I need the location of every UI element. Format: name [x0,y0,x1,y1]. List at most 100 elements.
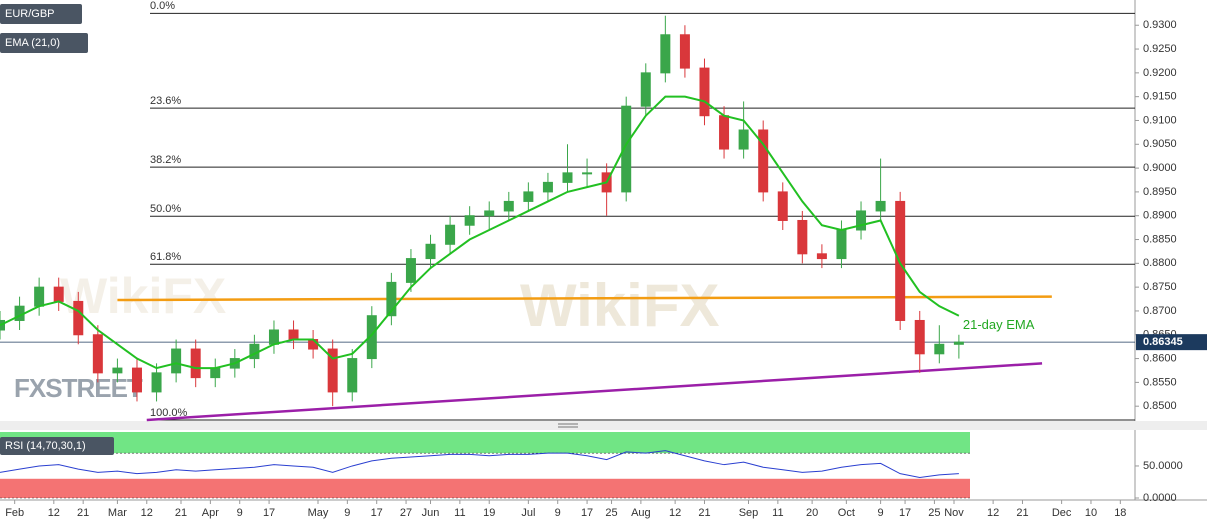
y-tick-label: 0.8800 [1143,257,1177,269]
rsi-line [0,450,959,479]
candle-body [190,348,201,379]
fib-label: 0.0% [150,0,175,12]
candle-body [268,329,279,345]
fib-label: 38.2% [150,154,181,166]
y-tick-label: 0.8900 [1143,210,1177,222]
x-tick-label: Nov [944,507,964,519]
candle-body [171,348,182,374]
candle-body [73,300,84,336]
y-tick-label: 0.8600 [1143,352,1177,364]
candle-body [816,253,827,260]
x-tick-label: 21 [698,507,710,519]
fib-label: 100.0% [150,407,188,419]
x-tick-label: Apr [202,507,219,519]
ema-line [0,95,960,370]
candle-body [308,339,319,350]
x-tick-label: 27 [400,507,412,519]
legend-badge [0,4,82,24]
x-tick-label: 12 [987,507,999,519]
x-tick-label: 12 [141,507,153,519]
y-tick-label: 0.8750 [1143,281,1177,293]
x-tick-label: 21 [1016,507,1028,519]
x-tick-label: 21 [175,507,187,519]
x-tick-label: 11 [772,507,783,519]
candle-body [640,72,651,107]
x-tick-label: Oct [838,507,855,519]
x-tick-label: Sep [739,507,759,519]
x-tick-label: 18 [1114,507,1126,519]
candle-body [777,191,788,221]
candle-body [836,229,847,260]
x-tick-label: 9 [237,507,243,519]
candle-body [131,367,142,393]
candle-body [34,286,45,307]
candle-body [719,115,730,150]
candle-body [366,315,377,360]
candle-body [679,34,690,69]
candle-body [92,334,103,374]
x-tick-label: 21 [77,507,89,519]
y-tick-label: 50.0000 [1143,460,1183,472]
y-tick-label: 0.8700 [1143,305,1177,317]
last-price-label: 0.86345 [1143,336,1183,348]
trendline [146,362,1043,422]
candle-body [386,281,397,317]
y-tick-label: 0.9100 [1143,114,1177,126]
y-tick-label: 0.8550 [1143,376,1177,388]
x-tick-label: 20 [806,507,818,519]
candle-body [542,181,553,193]
x-tick-label: 12 [669,507,681,519]
legend-label: EMA (21,0) [5,37,60,49]
x-tick-label: 25 [605,507,617,519]
watermark: WikiFX [520,272,719,339]
x-tick-label: 25 [928,507,940,519]
x-tick-label: Jul [521,507,535,519]
candle-body [562,172,573,183]
x-tick-label: 17 [899,507,911,519]
pane-separator [0,421,1207,430]
y-tick-label: 0.9200 [1143,67,1177,79]
candle-body [582,172,593,175]
candle-body [914,319,925,355]
rsi-band [0,432,970,454]
candle-body [112,367,123,374]
candle-body [53,286,64,302]
candle-body [934,343,945,355]
y-tick-label: 0.9150 [1143,91,1177,103]
y-tick-label: 0.8500 [1143,400,1177,412]
fib-label: 50.0% [150,203,181,215]
x-tick-label: May [308,507,329,519]
x-tick-label: 11 [454,507,465,519]
x-tick-label: 12 [48,507,60,519]
candle-body [699,67,710,117]
y-tick-label: 0.0000 [1143,492,1177,504]
y-tick-label: 0.8850 [1143,233,1177,245]
annotation: 21-day EMA [963,317,1035,332]
y-tick-label: 0.9250 [1143,43,1177,55]
candle-body [660,34,671,74]
x-tick-label: Dec [1052,507,1072,519]
candle-body [347,358,358,393]
candle-body [288,329,299,341]
candle-body [738,129,749,150]
x-tick-label: 9 [555,507,561,519]
candle-body [151,372,162,393]
fib-label: 23.6% [150,95,181,107]
x-tick-label: Aug [631,507,651,519]
legend-badge [0,33,88,53]
rsi-band [0,478,970,498]
candle-body [797,219,808,255]
candle-body [327,348,338,393]
y-tick-label: 0.9050 [1143,138,1177,150]
fib-label: 61.8% [150,251,181,263]
last-price-box [1136,334,1207,351]
x-tick-label: 9 [344,507,350,519]
candle-body [425,243,436,260]
x-tick-label: 17 [581,507,593,519]
x-tick-label: 19 [483,507,495,519]
watermark: FXSTREET [14,373,143,403]
legend-label: EUR/GBP [5,8,55,20]
candle-body [464,215,475,226]
x-tick-label: Mar [108,507,127,519]
